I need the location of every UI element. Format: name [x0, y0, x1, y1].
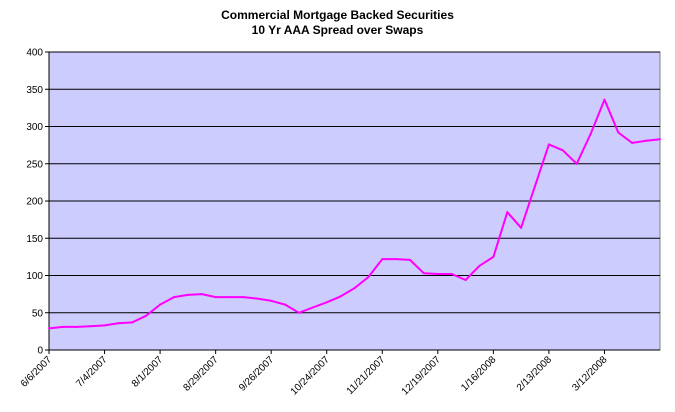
data-point — [422, 272, 425, 275]
data-point — [478, 264, 481, 267]
data-point — [339, 295, 342, 298]
data-point — [311, 306, 314, 309]
data-point — [103, 324, 106, 327]
data-point — [631, 141, 634, 144]
data-point — [659, 138, 661, 141]
x-tick-label: 2/13/2008 — [515, 354, 555, 394]
x-tick-label: 6/6/2007 — [19, 354, 55, 390]
data-point — [492, 255, 495, 258]
data-point — [228, 296, 231, 299]
x-tick-label: 12/19/2007 — [400, 354, 443, 397]
data-point — [297, 311, 300, 314]
data-point — [284, 303, 287, 306]
data-point — [325, 301, 328, 304]
data-point — [575, 162, 578, 165]
data-point — [367, 275, 370, 278]
data-point — [506, 211, 509, 214]
y-tick-label: 200 — [26, 197, 43, 208]
data-point — [589, 132, 592, 135]
data-point — [256, 297, 259, 300]
y-tick-label: 100 — [26, 271, 43, 282]
data-point — [75, 325, 78, 328]
x-tick-label: 1/16/2008 — [459, 354, 499, 394]
chart-title-block: Commercial Mortgage Backed Securities 10… — [0, 8, 675, 38]
y-tick-label: 150 — [26, 234, 43, 245]
y-tick-label: 50 — [32, 308, 44, 319]
data-point — [89, 325, 92, 328]
data-point — [603, 98, 606, 101]
data-point — [520, 226, 523, 229]
x-tick-label: 7/4/2007 — [74, 354, 110, 390]
x-tick-label: 8/1/2007 — [130, 354, 166, 390]
data-point — [547, 143, 550, 146]
data-point — [172, 296, 175, 299]
data-point — [159, 303, 162, 306]
data-point — [353, 287, 356, 290]
data-point — [131, 321, 134, 324]
chart-subtitle: 10 Yr AAA Spread over Swaps — [251, 23, 424, 37]
data-point — [436, 273, 439, 276]
data-point — [395, 258, 398, 261]
x-tick-label: 3/12/2008 — [570, 354, 610, 394]
data-point — [617, 131, 620, 134]
x-tick-label: 9/26/2007 — [237, 354, 277, 394]
data-point — [534, 185, 537, 188]
data-point — [409, 258, 412, 261]
data-point — [186, 293, 189, 296]
data-point — [242, 296, 245, 299]
y-tick-label: 400 — [26, 48, 43, 59]
data-point — [214, 296, 217, 299]
y-tick-label: 250 — [26, 159, 43, 170]
data-point — [200, 293, 203, 296]
y-tick-label: 350 — [26, 85, 43, 96]
data-point — [381, 258, 384, 261]
data-point — [561, 149, 564, 152]
x-tick-label: 11/21/2007 — [345, 354, 388, 397]
y-tick-label: 300 — [26, 122, 43, 133]
data-point — [61, 325, 64, 328]
data-point — [48, 327, 50, 330]
data-point — [117, 322, 120, 325]
data-point — [464, 278, 467, 281]
data-point — [270, 299, 273, 302]
x-tick-label: 8/29/2007 — [182, 354, 222, 394]
data-point — [145, 314, 148, 317]
y-tick-label: 0 — [37, 346, 43, 357]
data-point — [450, 273, 453, 276]
x-tick-label: 10/24/2007 — [289, 354, 332, 397]
chart-title: Commercial Mortgage Backed Securities — [221, 8, 454, 22]
data-point — [645, 139, 648, 142]
